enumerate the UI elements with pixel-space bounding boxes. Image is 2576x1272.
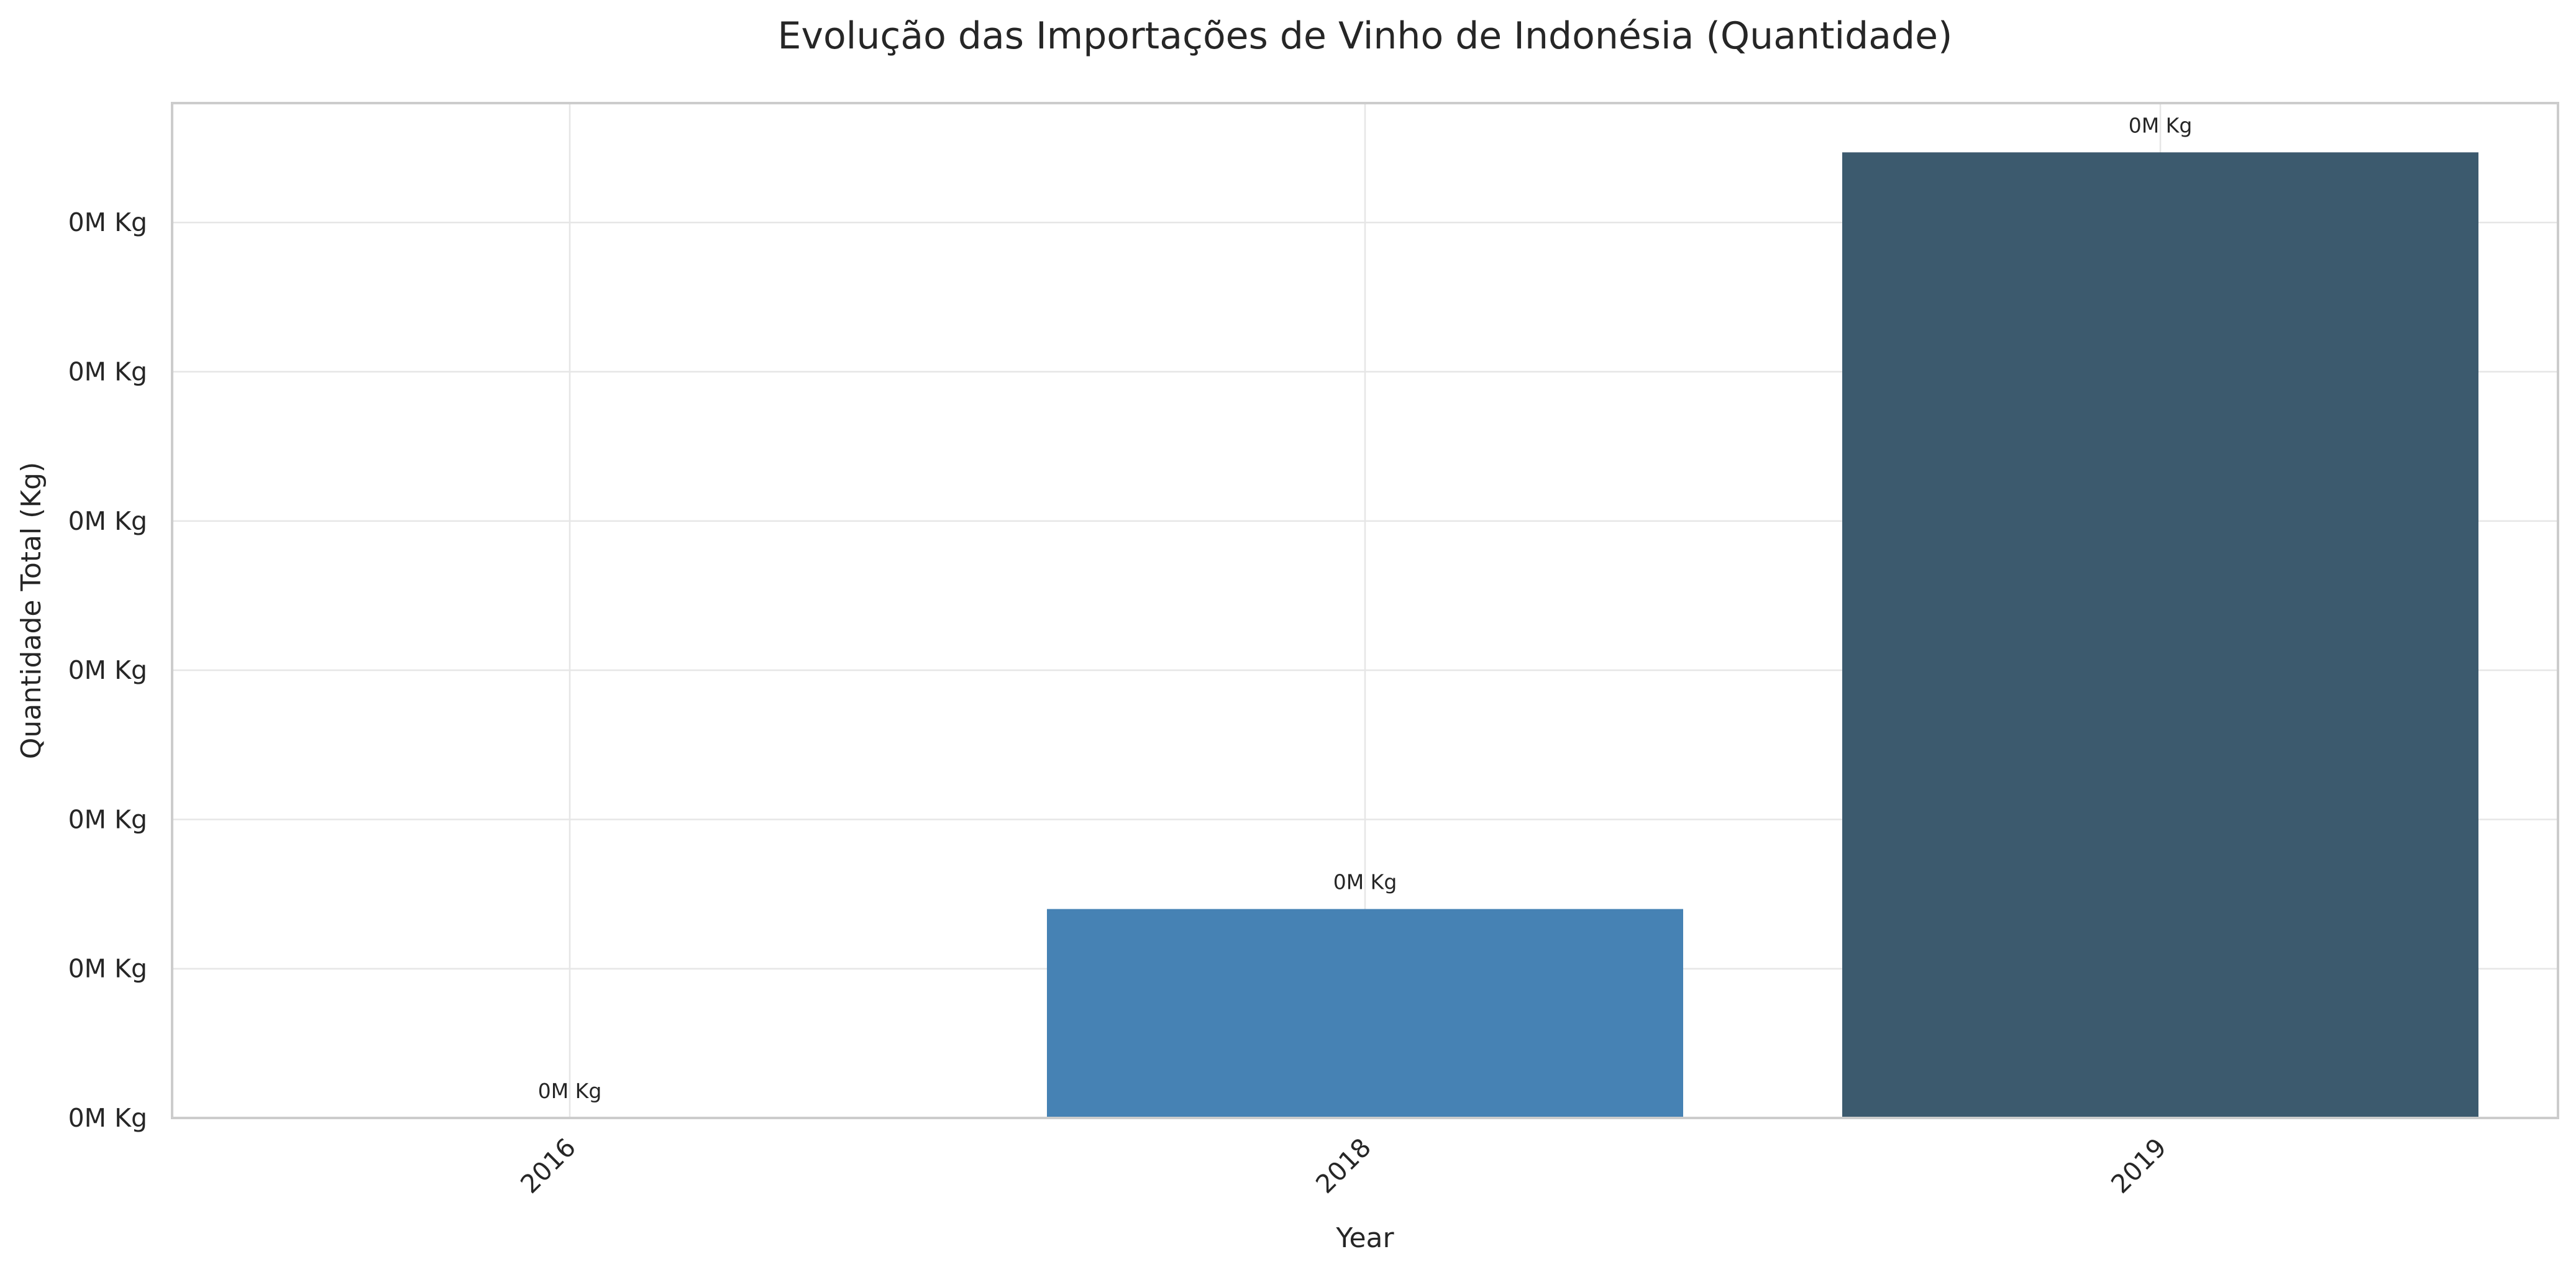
y-tick-label: 0M Kg bbox=[68, 207, 147, 237]
y-tick-label: 0M Kg bbox=[68, 357, 147, 387]
grid-lines bbox=[172, 103, 2558, 1119]
y-tick-label: 0M Kg bbox=[68, 1103, 147, 1133]
x-axis-label: Year bbox=[1335, 1222, 1394, 1254]
x-tick-label: 2016 bbox=[514, 1132, 582, 1199]
bar-value-labels: 0M Kg 0M Kg 0M Kg bbox=[538, 113, 2193, 1103]
x-tick-label: 2018 bbox=[1310, 1132, 1377, 1199]
bar-2018 bbox=[1047, 909, 1683, 1118]
x-axis-ticks: 2016 2018 2019 bbox=[514, 1132, 2172, 1199]
bar-2019 bbox=[1842, 152, 2478, 1118]
y-axis-ticks: 0M Kg 0M Kg 0M Kg 0M Kg 0M Kg 0M Kg 0M Kg bbox=[68, 207, 147, 1133]
bar-value-label: 0M Kg bbox=[1333, 870, 1397, 894]
y-tick-label: 0M Kg bbox=[68, 804, 147, 834]
plot-frame bbox=[171, 102, 2559, 1119]
y-tick-label: 0M Kg bbox=[68, 506, 147, 536]
x-tick-label: 2019 bbox=[2105, 1132, 2172, 1199]
bar-value-label: 0M Kg bbox=[538, 1079, 602, 1103]
y-tick-label: 0M Kg bbox=[68, 954, 147, 984]
y-axis-label: Quantidade Total (Kg) bbox=[16, 462, 47, 760]
bars bbox=[1047, 152, 2478, 1118]
bar-value-label: 0M Kg bbox=[2129, 113, 2193, 137]
y-tick-label: 0M Kg bbox=[68, 655, 147, 685]
chart-title: Evolução das Importações de Vinho de Ind… bbox=[778, 14, 1953, 58]
